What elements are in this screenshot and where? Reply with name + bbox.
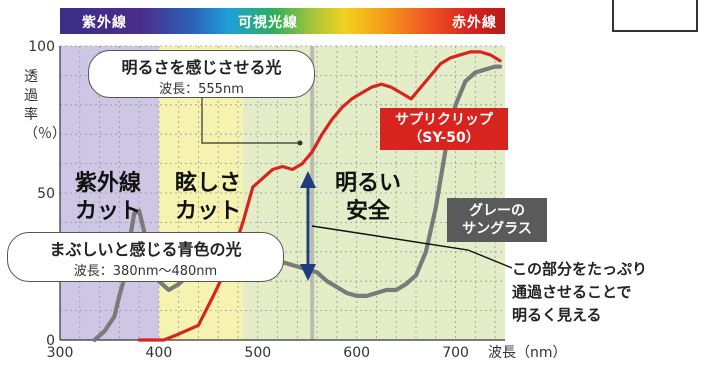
- spectrum-bar: 紫外線 可視光線 赤外線: [60, 8, 505, 34]
- zone-uv-cut-line2: カット: [74, 199, 141, 224]
- callout-text: この部分をたっぷり 通過させることで 明るく見える: [512, 258, 647, 327]
- zone-bright-line1: 明るい: [334, 171, 401, 196]
- zone-bright-safe: 明るい 安全: [320, 170, 416, 226]
- gray-label-line2: サングラス: [462, 221, 532, 237]
- x-tick-300: 300: [47, 345, 74, 361]
- bubble-bright-leader-dot: [297, 140, 303, 146]
- y-tick-100: 100: [28, 39, 55, 55]
- product-label-line2: （SY-50）: [408, 130, 480, 146]
- visible-band-label: 可視光線: [238, 15, 298, 31]
- figure-tag: [612, 0, 698, 32]
- zone-uv-cut: 紫外線 カット: [64, 170, 152, 226]
- callout-line2: 通過させることで: [512, 283, 632, 301]
- zone-glare-cut: 眩しさ カット: [164, 170, 252, 226]
- bubble-bright-leader: [201, 96, 300, 144]
- gray-sunglasses-label: グレーの サングラス: [447, 198, 547, 242]
- x-tick-700: 700: [442, 345, 469, 361]
- gray-label-line1: グレーの: [469, 203, 525, 219]
- bubble-blue-title: まぶしいと感じる青色の光: [49, 240, 242, 259]
- double-arrow-head-down: [300, 264, 316, 281]
- x-tick-600: 600: [343, 345, 370, 361]
- x-axis-label: 波長（nm）: [488, 345, 567, 361]
- zone-glare-cut-line2: カット: [174, 199, 241, 224]
- callout-line1: この部分をたっぷり: [512, 260, 648, 278]
- uv-band-label: 紫外線: [82, 15, 127, 31]
- y-axis-label: 透過率（％）: [24, 69, 66, 142]
- bubble-bright-light: 明るさを感じさせる光 波長：555nm: [88, 50, 315, 98]
- zone-uv-cut-line1: 紫外線: [74, 171, 141, 196]
- bubble-blue-sub: 波長：380nm〜480nm: [73, 264, 218, 279]
- product-label: サプリクリップ （SY-50）: [380, 108, 508, 150]
- y-tick-50: 50: [37, 186, 55, 202]
- double-arrow-head-up: [300, 171, 316, 188]
- bubble-blue-light: まぶしいと感じる青色の光 波長：380nm〜480nm: [7, 232, 284, 282]
- bubble-bright-sub: 波長：555nm: [159, 82, 244, 97]
- zone-glare-cut-line1: 眩しさ: [174, 171, 241, 196]
- product-label-line1: サプリクリップ: [395, 112, 493, 128]
- bubble-bright-title: 明るさを感じさせる光: [121, 58, 282, 77]
- callout-line3: 明るく見える: [512, 306, 602, 324]
- y-tick-0: 0: [46, 333, 55, 349]
- x-tick-500: 500: [244, 345, 271, 361]
- zone-bright-line2: 安全: [345, 199, 390, 224]
- ir-band-label: 赤外線: [452, 15, 497, 31]
- callout-leader: [311, 225, 513, 269]
- x-tick-400: 400: [146, 345, 173, 361]
